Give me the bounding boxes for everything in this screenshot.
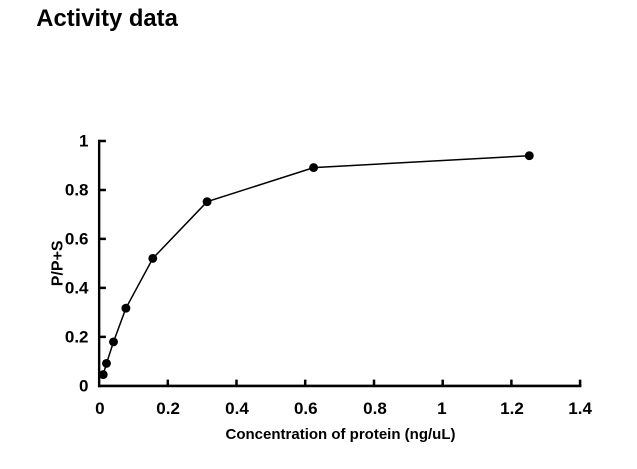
svg-text:0.4: 0.4	[65, 279, 89, 298]
svg-text:0: 0	[95, 399, 104, 418]
svg-text:0.4: 0.4	[225, 399, 249, 418]
svg-text:0.2: 0.2	[156, 399, 180, 418]
svg-text:0.8: 0.8	[65, 181, 89, 200]
svg-text:0: 0	[79, 376, 88, 395]
svg-text:0.2: 0.2	[65, 328, 89, 347]
svg-text:Activity data: Activity data	[36, 5, 178, 32]
svg-text:1: 1	[79, 132, 88, 151]
svg-text:0.6: 0.6	[294, 399, 318, 418]
svg-text:1.2: 1.2	[500, 399, 524, 418]
svg-text:0.6: 0.6	[65, 230, 89, 249]
svg-text:1.4: 1.4	[568, 399, 592, 418]
svg-text:Concentration of protein (ng/u: Concentration of protein (ng/uL)	[226, 426, 456, 443]
svg-text:P/P+S: P/P+S	[49, 240, 66, 286]
svg-text:1: 1	[437, 399, 446, 418]
svg-text:0.8: 0.8	[363, 399, 387, 418]
